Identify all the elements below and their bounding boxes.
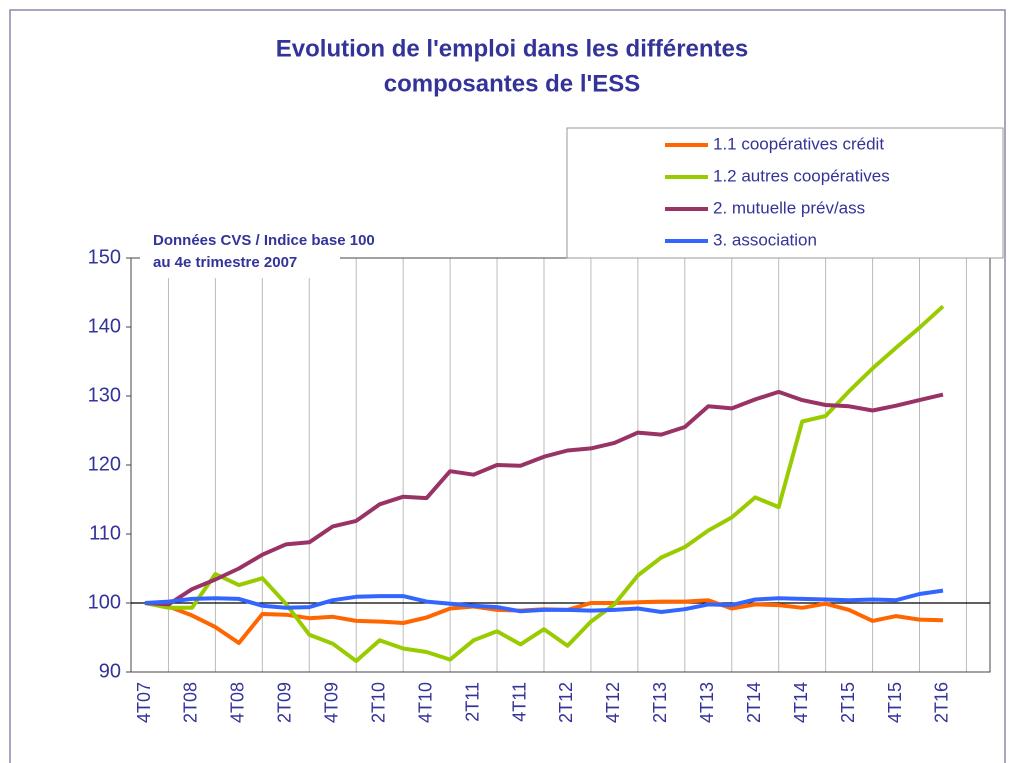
y-tick-label: 90 (99, 660, 121, 682)
legend-label: 3. association (713, 230, 817, 249)
x-tick-label: 4T12 (603, 682, 623, 723)
x-tick-label: 4T10 (415, 682, 435, 723)
chart-title: composantes de l'ESS (384, 70, 640, 97)
annotation: au 4e trimestre 2007 (153, 254, 297, 271)
y-tick-label: 110 (89, 522, 121, 544)
x-tick-label: 2T16 (932, 682, 952, 723)
y-tick-label: 100 (88, 591, 121, 613)
x-tick-label: 4T08 (228, 682, 248, 723)
x-tick-label: 4T07 (134, 682, 154, 723)
x-tick-label: 2T13 (650, 682, 670, 723)
legend-label: 1.2 autres coopératives (713, 166, 890, 185)
x-tick-label: 2T10 (368, 682, 388, 723)
x-tick-label: 2T15 (838, 682, 858, 723)
y-tick-label: 140 (88, 315, 121, 337)
x-tick-label: 4T09 (322, 682, 342, 723)
x-tick-label: 4T11 (509, 682, 529, 722)
x-tick-label: 2T08 (181, 682, 201, 723)
x-tick-label: 4T13 (697, 682, 717, 723)
series-line (144, 389, 944, 607)
legend-label: 1.1 coopératives crédit (713, 134, 884, 153)
y-tick-label: 130 (88, 384, 121, 406)
series-line (144, 304, 945, 663)
x-tick-label: 2T14 (744, 682, 764, 723)
annotation-box (140, 228, 340, 278)
legend-label: 2. mutuelle prév/ass (713, 198, 865, 217)
series-line (144, 588, 944, 614)
x-tick-label: 2T11 (462, 682, 482, 722)
x-tick-label: 4T14 (791, 682, 811, 723)
y-tick-label: 120 (88, 453, 121, 475)
legend-box (566, 127, 1004, 259)
x-tick-label: 4T15 (885, 682, 905, 723)
chart-title: Evolution de l'emploi dans les différent… (276, 35, 748, 62)
x-tick-label: 2T09 (275, 682, 295, 723)
x-tick-label: 2T12 (556, 682, 576, 723)
annotation: Données CVS / Indice base 100 (153, 232, 375, 249)
y-tick-label: 150 (88, 246, 121, 268)
